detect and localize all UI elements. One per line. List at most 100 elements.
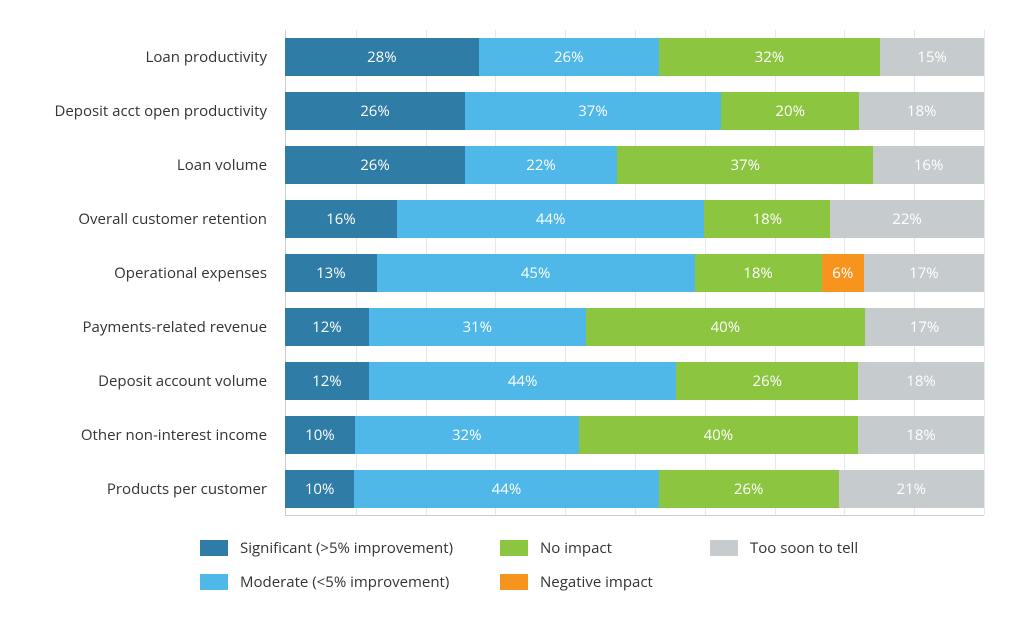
bar-row: 12% 31% 40% 17% (285, 300, 984, 354)
bars-stack: 28% 26% 32% 15% 26% 37% 20% 18% 26% 22% 37% 16% 16% 4… (285, 30, 984, 516)
bar-segment-no_impact: 32% (659, 38, 880, 76)
bar-segment-value: 32% (755, 47, 785, 67)
bar-segment-value: 17% (909, 263, 939, 283)
bar-segment-significant: 12% (285, 362, 369, 400)
bar-segment-value: 6% (832, 263, 853, 283)
bar-segment-value: 37% (578, 101, 608, 121)
category-label: Other non-interest income (40, 408, 285, 462)
bar-segment-value: 10% (305, 479, 335, 499)
bar-segment-significant: 26% (285, 92, 465, 130)
bar-segment-value: 10% (305, 425, 335, 445)
bar-segment-no_impact: 20% (721, 92, 859, 130)
bar-segment-too_soon: 15% (880, 38, 984, 76)
stacked-bar: 16% 44% 18% 22% (285, 200, 984, 238)
category-label: Deposit account volume (40, 354, 285, 408)
legend-item-moderate: Moderate (<5% improvement) (200, 572, 490, 592)
legend-swatch (500, 540, 528, 556)
legend-swatch (500, 574, 528, 590)
bar-segment-value: 37% (730, 155, 760, 175)
bar-row: 26% 37% 20% 18% (285, 84, 984, 138)
bar-row: 13% 45% 18% 6% 17% (285, 246, 984, 300)
bar-segment-value: 12% (312, 317, 342, 337)
bar-segment-moderate: 26% (479, 38, 659, 76)
legend-spacer (710, 572, 910, 592)
bar-segment-value: 26% (360, 155, 390, 175)
bar-segment-value: 26% (734, 479, 764, 499)
bar-segment-value: 18% (906, 425, 936, 445)
stacked-bar: 13% 45% 18% 6% 17% (285, 254, 984, 292)
bar-segment-value: 18% (907, 101, 937, 121)
stacked-bar: 26% 22% 37% 16% (285, 146, 984, 184)
bar-segment-too_soon: 17% (864, 254, 984, 292)
stacked-bar: 12% 31% 40% 17% (285, 308, 984, 346)
bar-segment-no_impact: 40% (579, 416, 859, 454)
bar-segment-moderate: 44% (354, 470, 659, 508)
legend-label: Significant (>5% improvement) (240, 538, 453, 558)
bar-segment-moderate: 22% (465, 146, 617, 184)
bar-segment-too_soon: 18% (858, 416, 984, 454)
bar-row: 28% 26% 32% 15% (285, 30, 984, 84)
bar-segment-no_impact: 26% (659, 470, 839, 508)
bar-segment-value: 16% (914, 155, 944, 175)
bar-segment-value: 45% (521, 263, 551, 283)
bar-segment-value: 12% (312, 371, 342, 391)
stacked-bar: 12% 44% 26% 18% (285, 362, 984, 400)
bar-segment-value: 18% (743, 263, 773, 283)
bar-segment-significant: 13% (285, 254, 377, 292)
bar-row: 10% 32% 40% 18% (285, 408, 984, 462)
bar-segment-value: 26% (753, 371, 783, 391)
bar-segment-negative: 6% (822, 254, 864, 292)
legend-label: No impact (540, 538, 612, 558)
bar-segment-value: 40% (704, 425, 734, 445)
bar-segment-value: 28% (367, 47, 397, 67)
bar-segment-no_impact: 40% (586, 308, 866, 346)
bars-column: 28% 26% 32% 15% 26% 37% 20% 18% 26% 22% 37% 16% 16% 4… (285, 30, 984, 516)
bar-row: 10% 44% 26% 21% (285, 462, 984, 516)
category-label: Deposit acct open productivity (40, 84, 285, 138)
bar-segment-too_soon: 22% (830, 200, 984, 238)
bar-segment-value: 44% (492, 479, 522, 499)
bar-segment-value: 40% (711, 317, 741, 337)
bar-segment-value: 20% (775, 101, 805, 121)
bar-segment-significant: 10% (285, 416, 355, 454)
bar-segment-value: 26% (360, 101, 390, 121)
bar-segment-value: 32% (452, 425, 482, 445)
legend-label: Negative impact (540, 572, 653, 592)
plot-area: Loan productivityDeposit acct open produ… (40, 30, 984, 516)
bar-segment-moderate: 37% (465, 92, 721, 130)
legend-swatch (200, 540, 228, 556)
bar-segment-value: 13% (316, 263, 346, 283)
bar-segment-value: 44% (536, 209, 566, 229)
bar-segment-too_soon: 21% (839, 470, 984, 508)
category-label: Loan productivity (40, 30, 285, 84)
bar-segment-significant: 16% (285, 200, 397, 238)
bar-segment-moderate: 44% (369, 362, 677, 400)
bar-segment-value: 22% (892, 209, 922, 229)
bar-segment-value: 17% (910, 317, 940, 337)
bar-segment-value: 22% (526, 155, 556, 175)
bar-segment-moderate: 32% (355, 416, 579, 454)
legend-swatch (710, 540, 738, 556)
legend-swatch (200, 574, 228, 590)
bar-segment-value: 15% (917, 47, 947, 67)
stacked-bar: 10% 32% 40% 18% (285, 416, 984, 454)
category-label: Overall customer retention (40, 192, 285, 246)
bar-segment-value: 31% (462, 317, 492, 337)
bar-segment-moderate: 31% (369, 308, 586, 346)
stacked-bar-chart: Loan productivityDeposit acct open produ… (0, 0, 1024, 592)
bar-row: 12% 44% 26% 18% (285, 354, 984, 408)
bar-segment-significant: 26% (285, 146, 465, 184)
bar-segment-too_soon: 18% (858, 362, 984, 400)
stacked-bar: 28% 26% 32% 15% (285, 38, 984, 76)
legend-label: Too soon to tell (750, 538, 858, 558)
bar-segment-no_impact: 18% (695, 254, 822, 292)
bar-segment-too_soon: 16% (873, 146, 984, 184)
bar-segment-too_soon: 17% (865, 308, 984, 346)
stacked-bar: 10% 44% 26% 21% (285, 470, 984, 508)
bar-segment-moderate: 44% (397, 200, 705, 238)
bar-segment-significant: 12% (285, 308, 369, 346)
category-label: Products per customer (40, 462, 285, 516)
category-label: Payments-related revenue (40, 300, 285, 354)
bar-row: 26% 22% 37% 16% (285, 138, 984, 192)
bar-segment-no_impact: 18% (704, 200, 830, 238)
